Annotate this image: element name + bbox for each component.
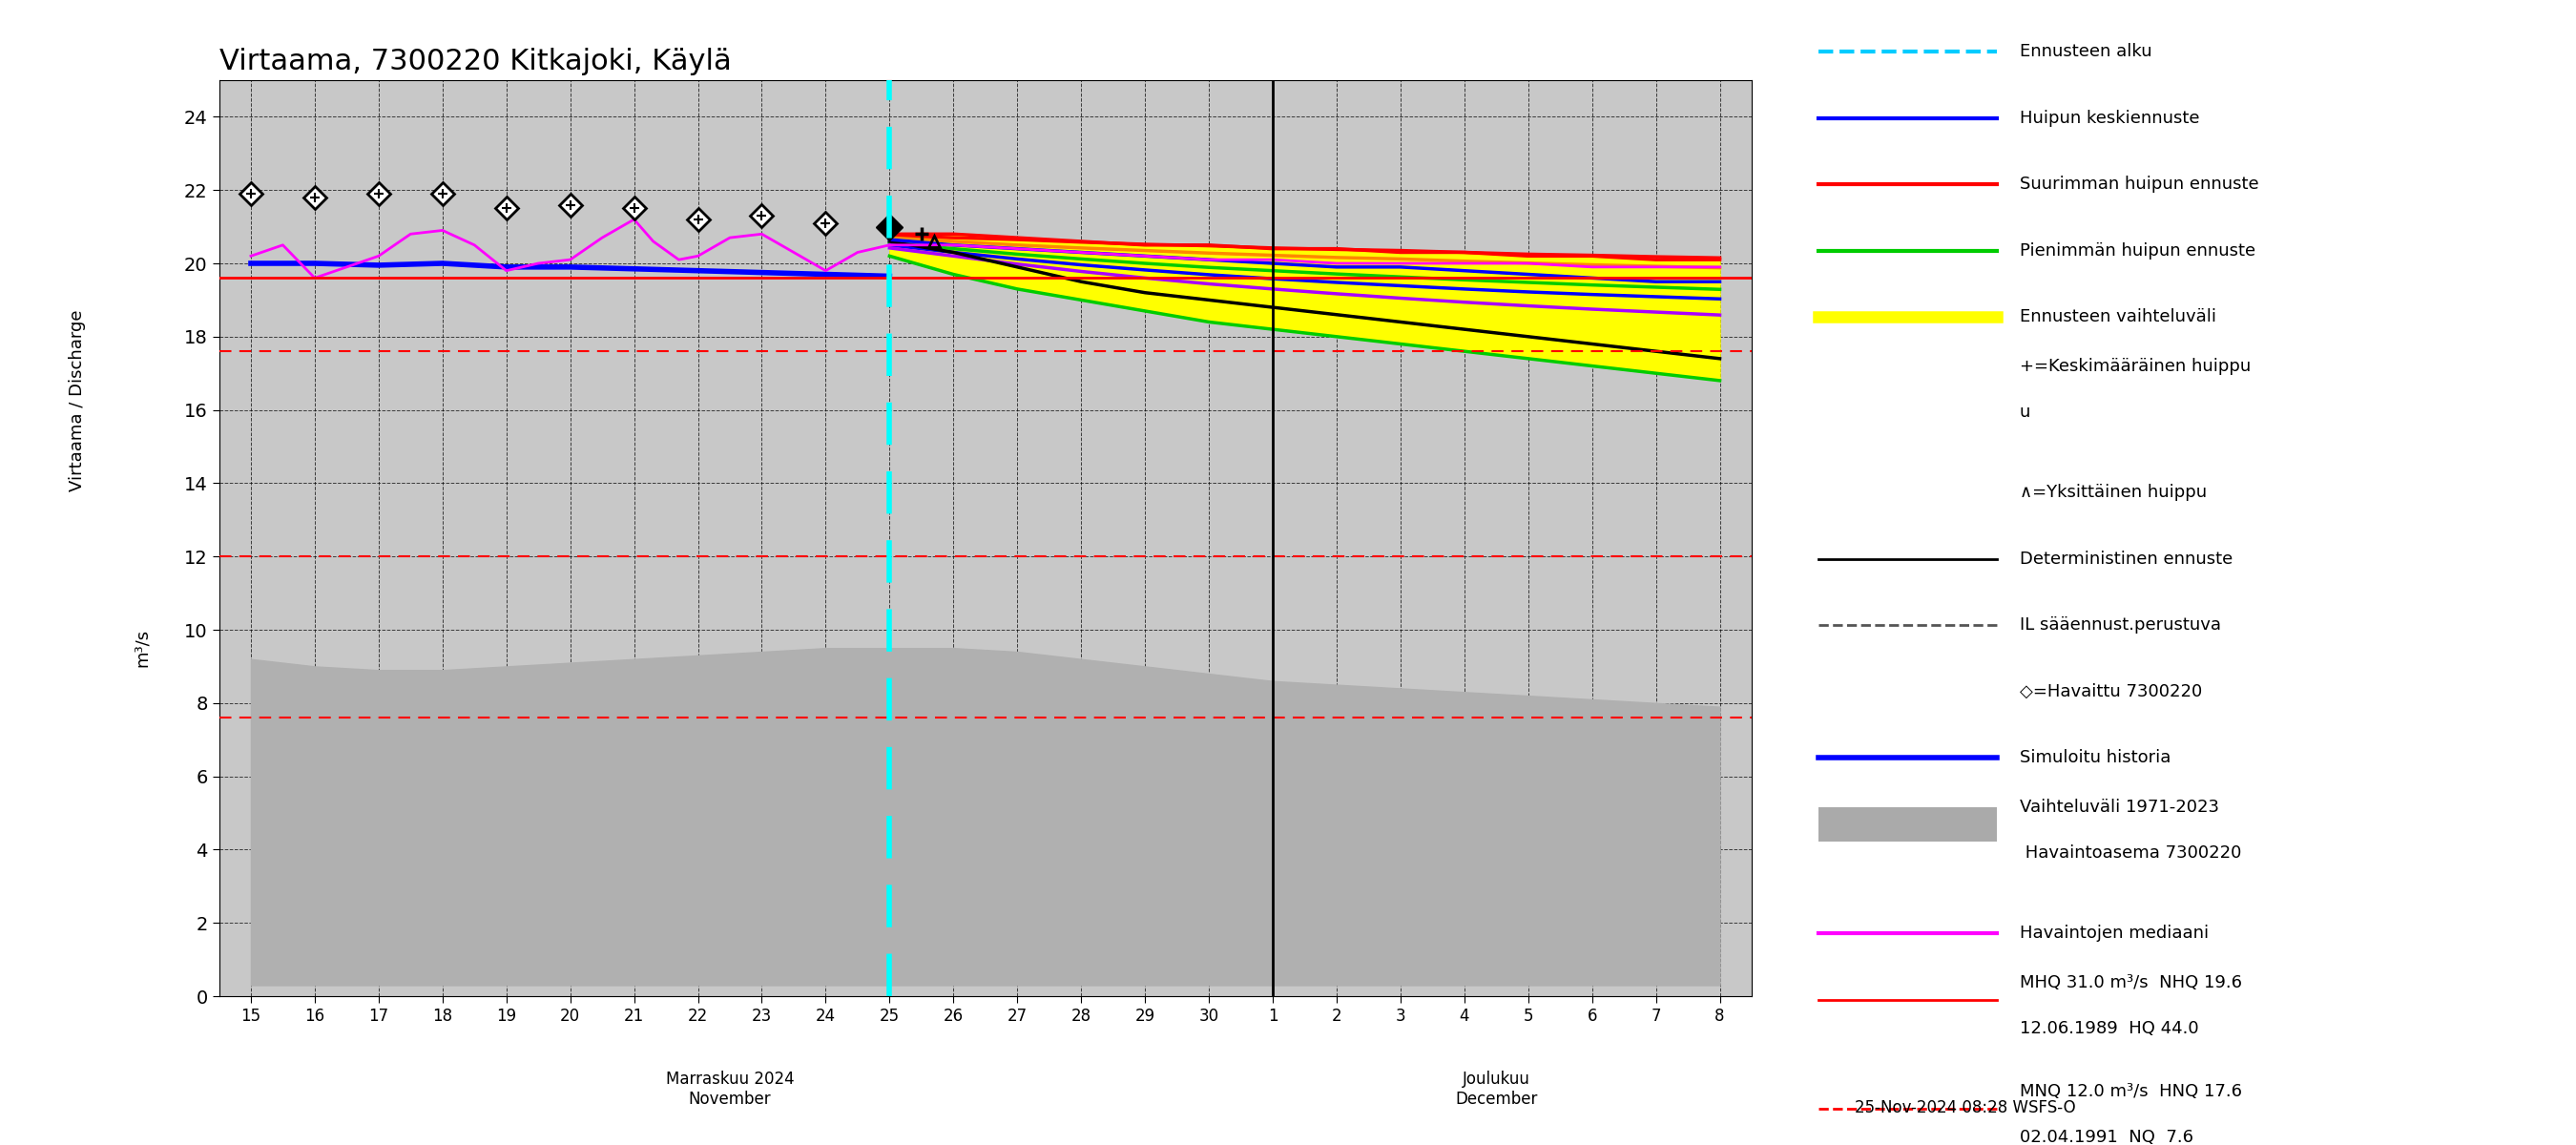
Text: MNQ 12.0 m³/s  HNQ 17.6: MNQ 12.0 m³/s HNQ 17.6 — [2020, 1083, 2241, 1100]
Text: Ennusteen vaihteluväli: Ennusteen vaihteluväli — [2020, 309, 2215, 326]
Text: u: u — [2020, 404, 2030, 421]
Text: Huipun keskiennuste: Huipun keskiennuste — [2020, 110, 2200, 127]
Text: Havaintojen mediaani: Havaintojen mediaani — [2020, 925, 2208, 942]
Text: m³/s: m³/s — [134, 629, 149, 668]
Text: MHQ 31.0 m³/s  NHQ 19.6: MHQ 31.0 m³/s NHQ 19.6 — [2020, 974, 2241, 992]
Text: Ennusteen alku: Ennusteen alku — [2020, 42, 2151, 60]
Text: Marraskuu 2024
November: Marraskuu 2024 November — [665, 1071, 793, 1107]
Text: Virtaama / Discharge: Virtaama / Discharge — [70, 310, 85, 491]
Text: Simuloitu historia: Simuloitu historia — [2020, 750, 2172, 767]
Text: 12.06.1989  HQ 44.0: 12.06.1989 HQ 44.0 — [2020, 1020, 2197, 1037]
Bar — [1819, 807, 1996, 842]
Text: Pienimmän huipun ennuste: Pienimmän huipun ennuste — [2020, 243, 2257, 260]
Text: Vaihteluväli 1971-2023: Vaihteluväli 1971-2023 — [2020, 799, 2218, 816]
Text: +​=Keskimääräinen huippu: +​=Keskimääräinen huippu — [2020, 358, 2251, 376]
Text: IL sääennust.perustuva: IL sääennust.perustuva — [2020, 617, 2221, 634]
Text: ◇=Havaittu 7300220: ◇=Havaittu 7300220 — [2020, 684, 2202, 701]
Text: Deterministinen ennuste: Deterministinen ennuste — [2020, 551, 2233, 568]
Text: 25-Nov-2024 08:28 WSFS-O: 25-Nov-2024 08:28 WSFS-O — [1855, 1099, 2076, 1116]
Text: Joulukuu
December: Joulukuu December — [1455, 1071, 1538, 1107]
Text: Virtaama, 7300220 Kitkajoki, Käylä: Virtaama, 7300220 Kitkajoki, Käylä — [219, 48, 732, 76]
Text: Suurimman huipun ennuste: Suurimman huipun ennuste — [2020, 176, 2259, 194]
Text: Havaintoasema 7300220: Havaintoasema 7300220 — [2020, 845, 2241, 862]
Text: 02.04.1991  NQ  7.6: 02.04.1991 NQ 7.6 — [2020, 1129, 2192, 1145]
Text: ∧=Yksittäinen huippu: ∧=Yksittäinen huippu — [2020, 484, 2208, 502]
